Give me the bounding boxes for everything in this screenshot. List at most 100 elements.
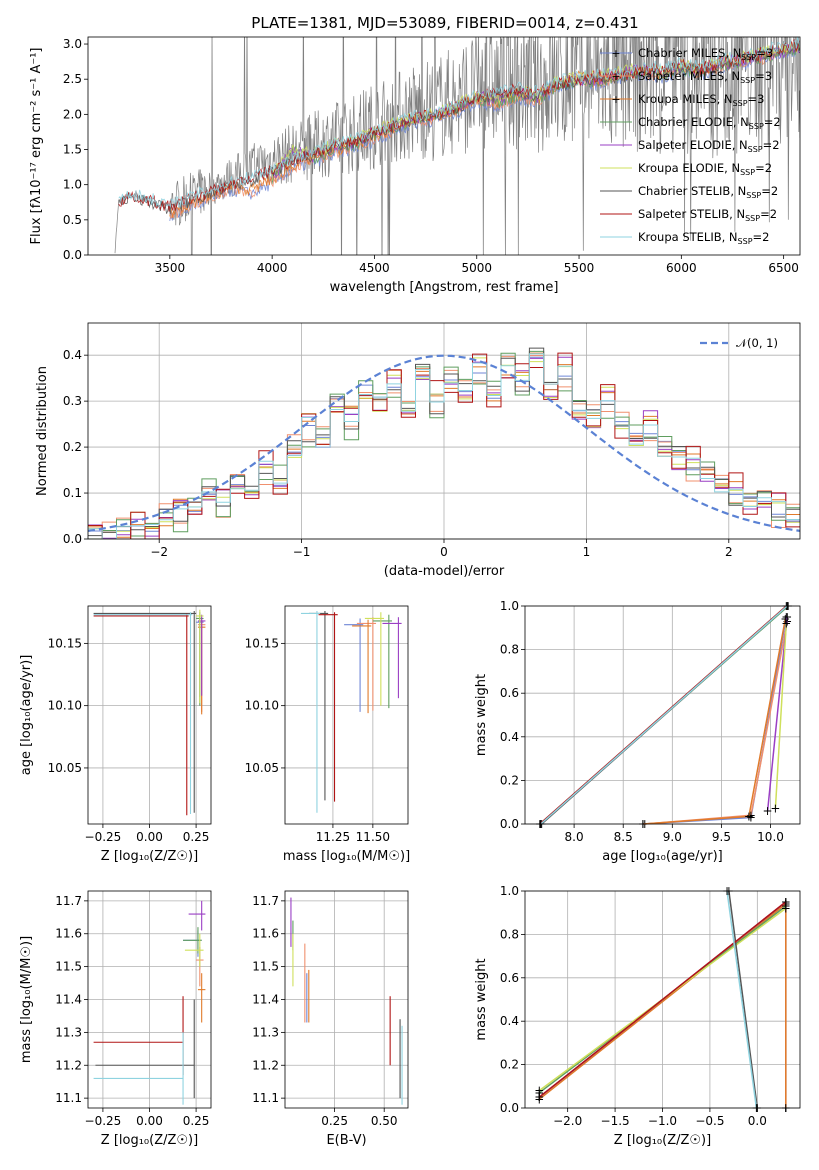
weight-line [538,902,787,1108]
x-tick-label: 4500 [359,261,390,275]
y-tick-label: 11.4 [252,993,279,1007]
weight-line [728,890,759,1109]
x-tick-label: 0.25 [321,1114,348,1128]
legend-subscript: SSP [746,191,761,200]
x-tick-label: 9.0 [663,830,682,844]
x-axis-label: Z [log₁₀(Z/Z☉)] [614,1133,711,1148]
legend-label: 𝒩(0, 1) [736,336,778,350]
x-tick-label: 1 [583,545,591,559]
legend-label: Salpeter ELODIE, NSSP=2 [638,138,780,154]
legend-subscript: SSP [749,122,764,131]
x-tick-label: 0.0 [748,1114,767,1128]
weight-line [538,901,787,1098]
legend-label-rest: =2 [753,230,770,244]
x-axis-label: Z [log₁₀(Z/Z☉)] [101,849,198,864]
y-tick-label: 11.5 [55,960,82,974]
errorbar-group [93,609,206,816]
y-tick-label: 0.0 [500,1101,519,1115]
legend-label-rest: =3 [756,46,773,60]
y-tick-label: 0.0 [500,817,519,831]
weight-marker: + [781,895,791,909]
legend-subscript: SSP [733,99,748,108]
y-tick-label: 0.8 [500,643,519,657]
spectrum-plot [114,37,800,255]
legend-subscript: SSP [738,237,753,246]
x-tick-label: −0.25 [85,1114,122,1128]
x-tick-label: 2 [725,545,733,559]
y-tick-label: 11.3 [252,1025,279,1039]
x-tick-label: 8.5 [614,830,633,844]
x-tick-label: 0.50 [371,1114,398,1128]
weight-marker: + [746,810,756,824]
weight-lines: +++++++++++++++++++++ [535,599,794,831]
y-axis-label: age [log₁₀(age/yr)] [19,655,34,776]
axes-layer: 3500 4000 4500 5000 5500 6000 6500 0.0 0.5 1.0 1.5… [19,36,801,1148]
axes-frame [524,605,801,825]
weight-line [540,605,788,825]
x-tick-label: 6000 [666,261,697,275]
weight-marker: + [746,808,756,822]
y-tick-label: 1.0 [63,178,82,192]
weight-marker: + [534,1084,544,1098]
y-tick-label: 11.4 [55,993,82,1007]
legend-label-rest: =3 [748,92,765,106]
y-tick-label: 11.3 [55,1025,82,1039]
x-tick-label: 0.25 [183,830,210,844]
y-axis-label: mass weight [474,674,489,756]
weight-line [766,616,788,811]
legend-subscript: SSP [740,168,755,177]
weight-marker: + [534,1086,544,1100]
y-tick-label: 10.15 [48,636,82,650]
weight-line [774,623,788,809]
legend-marker: + [611,70,620,83]
y-axis-label: Flux [fλ10⁻¹⁷ erg cm⁻² s⁻¹ A⁻¹] [29,48,44,245]
y-tick-label: 11.1 [55,1091,82,1105]
data-layer: + +++++++++++++++++++++++++++++++++++++++… [88,37,800,1115]
legend-label: Chabrier MILES, NSSP=3 [638,46,773,62]
y-tick-label: 10.10 [245,699,279,713]
x-tick-label: −1 [293,545,311,559]
y-tick-label: 0.3 [63,394,82,408]
y-tick-label: 10.05 [48,761,82,775]
x-tick-label: 0 [440,545,448,559]
y-tick-label: 0.8 [500,927,519,941]
grid-layer [88,323,800,1109]
y-tick-label: 0.6 [500,686,519,700]
y-tick-label: 11.5 [252,960,279,974]
weight-line [726,890,758,1109]
axes-frame [87,36,801,256]
x-tick-label: −2.0 [553,1114,582,1128]
y-tick-label: 10.05 [245,761,279,775]
y-tick-label: 1.0 [500,884,519,898]
y-tick-label: 10.15 [245,636,279,650]
figure-title: PLATE=1381, MJD=53089, FIBERID=0014, z=0… [251,14,638,32]
y-tick-label: 0.0 [63,248,82,262]
x-tick-label: 3500 [155,261,186,275]
x-tick-label: 6500 [768,261,799,275]
weight-marker: + [770,802,780,816]
x-axis-label: age [log₁₀(age/yr)] [602,849,723,864]
y-tick-label: 11.6 [252,927,279,941]
y-tick-label: 1.5 [63,143,82,157]
weight-marker: + [781,901,791,915]
y-tick-label: 0.6 [500,971,519,985]
legend-label: Salpeter MILES, NSSP=3 [638,69,772,85]
weight-marker: + [534,1090,544,1104]
legend-label: Chabrier ELODIE, NSSP=2 [638,115,781,131]
y-axis-label: Normed distribution [35,366,50,496]
errorbar-group [290,897,403,1105]
y-tick-label: 11.2 [252,1058,279,1072]
legend-label: Salpeter STELIB, NSSP=2 [638,207,777,223]
x-tick-label: 4000 [257,261,288,275]
x-tick-label: −2 [150,545,168,559]
y-tick-label: 11.7 [252,894,279,908]
y-tick-label: 0.4 [500,730,519,744]
y-tick-label: 0.2 [500,773,519,787]
x-tick-label: −0.25 [85,830,122,844]
errorbar-group [93,900,206,1105]
y-tick-label: 2.0 [63,107,82,121]
x-tick-label: 9.5 [712,830,731,844]
weight-marker: + [781,895,791,909]
axes-frame [284,605,409,825]
